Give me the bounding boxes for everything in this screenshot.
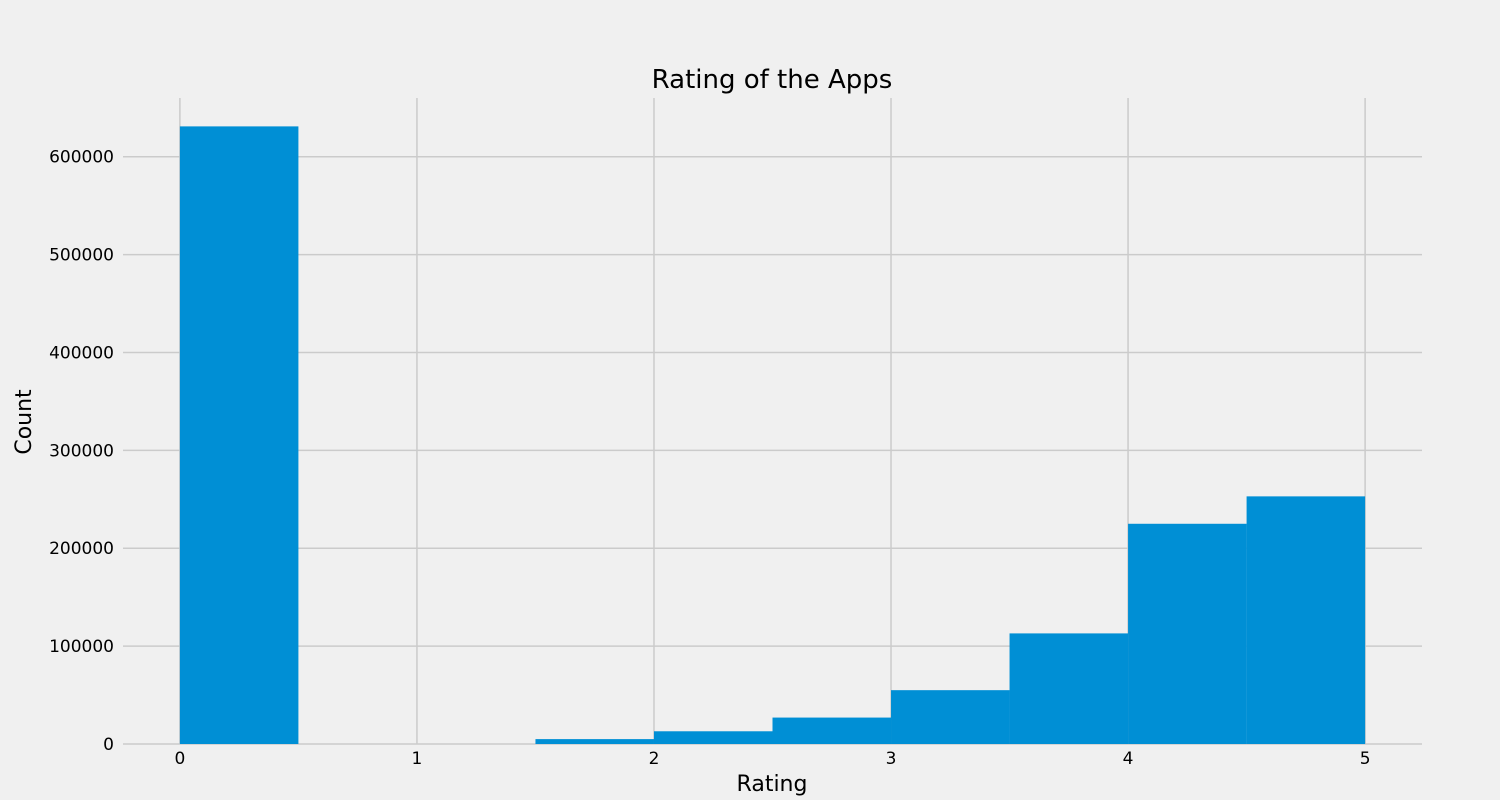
- y-tick-label: 400000: [49, 343, 114, 363]
- y-tick-labels: 0 100000 200000 300000 400000 500000 600000: [49, 148, 114, 755]
- histogram-bar: [535, 739, 654, 744]
- x-tick-labels: 0 1 2 3 4 5: [174, 749, 1370, 769]
- histogram-bar: [1009, 633, 1129, 744]
- y-tick-label: 0: [103, 735, 114, 755]
- x-tick-label: 0: [174, 749, 185, 769]
- x-tick-label: 5: [1360, 749, 1371, 769]
- histogram-bar: [653, 731, 773, 744]
- chart-title: Rating of the Apps: [652, 65, 893, 95]
- histogram-bar: [1128, 523, 1247, 744]
- histogram-bar: [891, 690, 1010, 744]
- x-tick-label: 3: [886, 749, 897, 769]
- y-tick-label: 300000: [49, 441, 114, 461]
- x-tick-label: 4: [1123, 749, 1134, 769]
- histogram-bar: [179, 126, 299, 745]
- histogram-bar: [772, 717, 892, 744]
- x-tick-label: 2: [649, 749, 660, 769]
- histogram-bar: [1246, 496, 1366, 744]
- histogram-bars: [179, 126, 1366, 745]
- y-tick-label: 100000: [49, 637, 114, 657]
- x-tick-label: 1: [412, 749, 423, 769]
- y-tick-label: 200000: [49, 539, 114, 559]
- y-tick-label: 600000: [49, 148, 114, 168]
- y-tick-label: 500000: [49, 246, 114, 266]
- x-axis-label: Rating: [737, 772, 808, 797]
- y-axis-label: Count: [12, 389, 37, 455]
- grid-lines: [123, 98, 1422, 745]
